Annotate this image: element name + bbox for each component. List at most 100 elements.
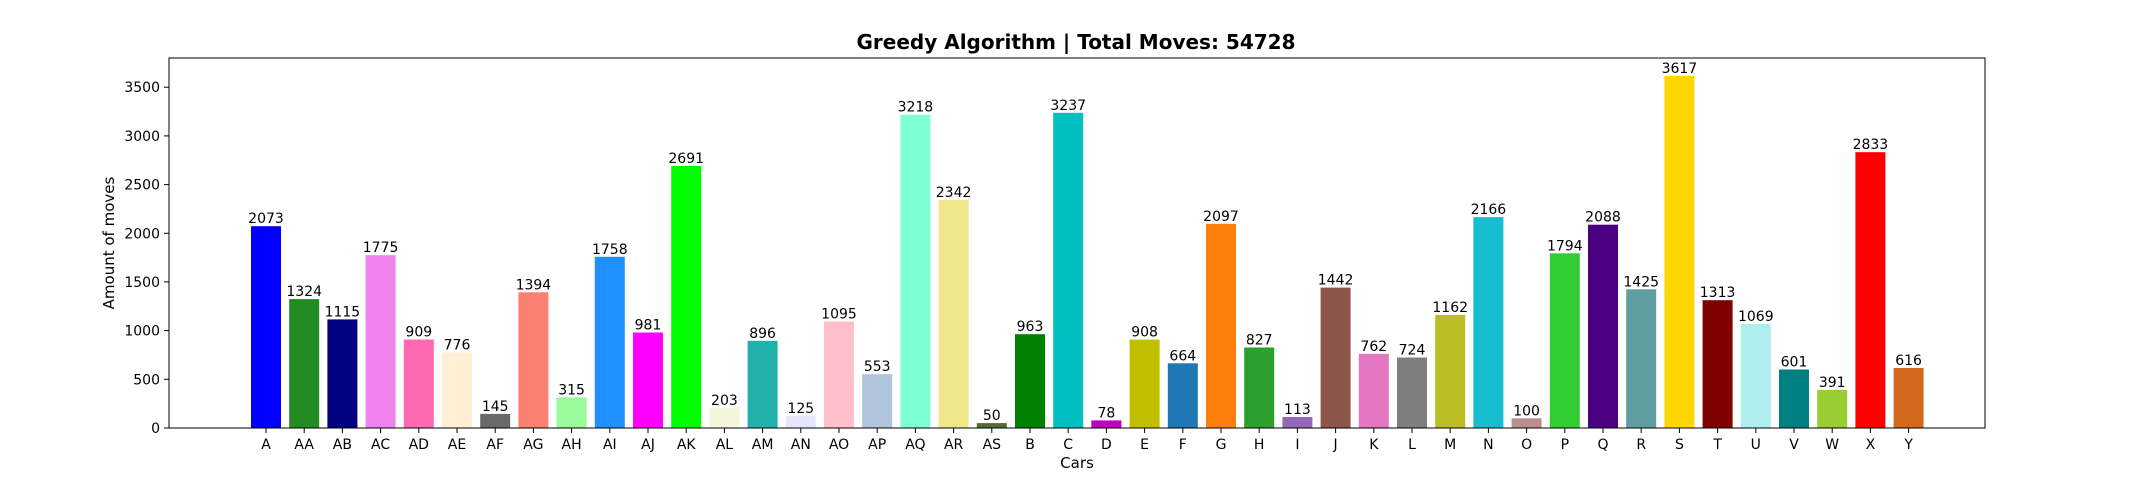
x-tick-label-E: E: [1140, 437, 1149, 453]
x-axis-label: Cars: [1060, 454, 1094, 472]
data-label-AC: 1775: [363, 240, 399, 256]
data-label-M: 1162: [1432, 300, 1468, 316]
data-label-F: 664: [1169, 348, 1196, 364]
data-label-U: 1069: [1738, 309, 1774, 325]
x-tick-label-X: X: [1866, 437, 1876, 453]
data-label-AP: 553: [864, 359, 891, 375]
data-label-A: 2073: [248, 211, 284, 227]
data-label-G: 2097: [1203, 209, 1239, 225]
x-tick-label-W: W: [1825, 437, 1839, 453]
data-label-AS: 50: [983, 408, 1001, 424]
x-tick-label-I: I: [1295, 437, 1299, 453]
bar-K: [1358, 353, 1389, 428]
bar-D: [1091, 420, 1122, 428]
x-tick-label-F: F: [1179, 437, 1187, 453]
x-tick-label-T: T: [1712, 437, 1722, 453]
bar-AO: [824, 321, 854, 428]
x-tick-label-AO: AO: [829, 437, 849, 453]
bar-U: [1740, 323, 1771, 428]
data-label-J: 1442: [1318, 273, 1354, 289]
data-label-Q: 2088: [1585, 210, 1621, 226]
bar-I: [1282, 417, 1313, 428]
data-label-Y: 616: [1895, 353, 1922, 369]
x-tick-label-A: A: [261, 437, 271, 453]
bar-V: [1779, 369, 1809, 428]
x-tick-label-Q: Q: [1597, 437, 1608, 453]
data-label-K: 762: [1360, 339, 1387, 355]
bar-R: [1626, 289, 1657, 429]
data-label-AN: 125: [787, 401, 814, 417]
x-tick-label-AD: AD: [409, 437, 429, 453]
bar-AR: [938, 200, 969, 428]
bar-B: [1015, 334, 1045, 428]
x-tick-label-AL: AL: [716, 437, 734, 453]
x-tick-label-AI: AI: [603, 437, 617, 453]
data-label-AD: 909: [405, 325, 432, 341]
bar-AA: [289, 299, 320, 428]
data-label-P: 1794: [1547, 238, 1583, 254]
data-label-AK: 2691: [668, 151, 704, 167]
data-label-AO: 1095: [821, 306, 857, 322]
x-tick-label-N: N: [1483, 437, 1493, 453]
x-tick-label-AR: AR: [944, 437, 964, 453]
bar-AK: [671, 166, 702, 428]
bar-AP: [862, 374, 893, 428]
bar-AF: [480, 413, 511, 428]
data-label-V: 601: [1781, 355, 1808, 371]
x-tick-label-AF: AF: [486, 437, 504, 453]
x-tick-label-AS: AS: [983, 437, 1002, 453]
x-tick-label-AQ: AQ: [905, 437, 925, 453]
y-tick-label-1000: 1000: [124, 324, 160, 340]
bar-AE: [442, 352, 472, 428]
data-label-AH: 315: [558, 382, 585, 398]
x-tick-label-AK: AK: [677, 437, 697, 453]
data-label-X: 2833: [1853, 137, 1889, 153]
bar-AJ: [633, 332, 663, 428]
bar-H: [1244, 347, 1275, 428]
bar-G: [1206, 223, 1236, 428]
bar-Q: [1588, 224, 1618, 428]
x-tick-label-H: H: [1254, 437, 1265, 453]
bar-F: [1167, 363, 1198, 428]
bar-AL: [709, 408, 740, 428]
bar-AD: [403, 339, 434, 428]
data-label-S: 3617: [1662, 61, 1698, 77]
bar-AN: [785, 415, 816, 428]
y-axis-label: Amount of moves: [100, 176, 118, 309]
bar-AI: [594, 256, 625, 428]
y-tick-label-1500: 1500: [124, 275, 160, 291]
bar-T: [1702, 300, 1733, 428]
data-label-E: 908: [1131, 325, 1158, 341]
data-label-T: 1313: [1700, 285, 1736, 301]
x-tick-label-AB: AB: [333, 437, 352, 453]
data-label-AM: 896: [749, 326, 776, 342]
bar-W: [1817, 389, 1848, 428]
bar-L: [1397, 357, 1427, 428]
bar-AQ: [900, 114, 931, 428]
chart-title: Greedy Algorithm | Total Moves: 54728: [857, 30, 1296, 54]
bar-AG: [518, 292, 549, 428]
data-label-D: 78: [1097, 405, 1115, 421]
x-tick-label-J: J: [1333, 437, 1338, 453]
y-axis-ticks: 0 500 1000 1500 2000 2500 3000 3500: [124, 80, 169, 437]
bar-AM: [747, 340, 778, 428]
data-label-AG: 1394: [516, 277, 552, 293]
bar-AB: [327, 319, 358, 428]
data-label-O: 100: [1513, 403, 1540, 419]
y-tick-label-3500: 3500: [124, 80, 160, 96]
x-tick-label-U: U: [1751, 437, 1761, 453]
y-tick-label-2500: 2500: [124, 178, 160, 194]
x-tick-label-AP: AP: [868, 437, 886, 453]
x-tick-label-AA: AA: [294, 437, 314, 453]
bar-P: [1549, 253, 1580, 428]
bar-X: [1855, 152, 1886, 428]
data-label-I: 113: [1284, 402, 1311, 418]
x-tick-label-K: K: [1369, 437, 1379, 453]
x-tick-label-AE: AE: [448, 437, 466, 453]
y-tick-label-2000: 2000: [124, 226, 160, 242]
bar-AS: [976, 423, 1007, 428]
data-label-AE: 776: [444, 337, 471, 353]
bar-C: [1053, 112, 1084, 429]
